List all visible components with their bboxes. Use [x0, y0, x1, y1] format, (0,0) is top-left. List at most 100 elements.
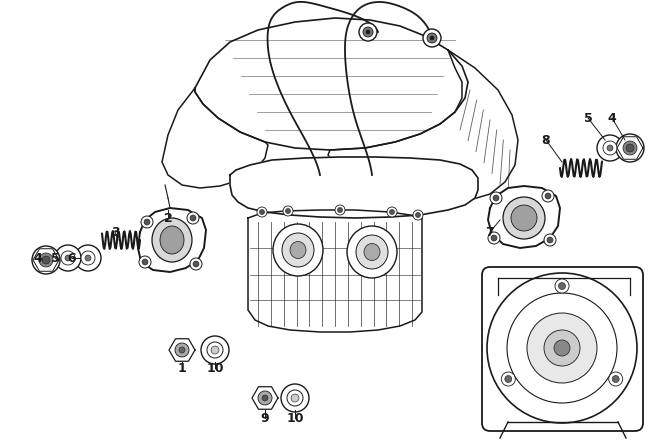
- Text: 4: 4: [34, 252, 42, 264]
- Circle shape: [85, 255, 91, 261]
- Circle shape: [337, 207, 343, 212]
- Polygon shape: [169, 339, 195, 361]
- Circle shape: [211, 346, 219, 354]
- Text: 5: 5: [51, 252, 59, 264]
- Text: 1: 1: [177, 362, 187, 375]
- Ellipse shape: [347, 226, 397, 278]
- Circle shape: [554, 340, 570, 356]
- Circle shape: [32, 246, 60, 274]
- Circle shape: [544, 234, 556, 246]
- Circle shape: [558, 282, 566, 289]
- Polygon shape: [195, 18, 468, 150]
- Circle shape: [201, 336, 229, 364]
- Text: 6: 6: [68, 252, 76, 264]
- Text: 9: 9: [261, 412, 269, 425]
- Ellipse shape: [273, 224, 323, 276]
- Circle shape: [207, 342, 223, 358]
- Text: 3: 3: [111, 226, 120, 239]
- Circle shape: [262, 395, 268, 401]
- Ellipse shape: [282, 233, 314, 267]
- Circle shape: [608, 372, 623, 386]
- Circle shape: [141, 216, 153, 228]
- FancyBboxPatch shape: [482, 267, 643, 431]
- Text: 7: 7: [486, 226, 495, 239]
- Ellipse shape: [356, 235, 388, 269]
- Circle shape: [285, 208, 291, 214]
- Polygon shape: [138, 208, 206, 272]
- Circle shape: [505, 376, 512, 383]
- Circle shape: [363, 27, 373, 37]
- Circle shape: [415, 212, 421, 218]
- Circle shape: [39, 253, 53, 267]
- Circle shape: [555, 279, 569, 293]
- Circle shape: [545, 193, 551, 199]
- Circle shape: [179, 347, 185, 353]
- Circle shape: [75, 245, 101, 271]
- Circle shape: [142, 259, 148, 265]
- Polygon shape: [162, 88, 268, 188]
- Circle shape: [501, 372, 515, 386]
- Circle shape: [65, 255, 71, 261]
- Circle shape: [487, 273, 637, 423]
- Circle shape: [257, 207, 267, 217]
- Circle shape: [427, 33, 437, 43]
- Circle shape: [193, 261, 199, 267]
- Circle shape: [612, 376, 619, 383]
- Text: 8: 8: [541, 133, 551, 146]
- Circle shape: [507, 293, 617, 403]
- Circle shape: [61, 251, 75, 265]
- Ellipse shape: [503, 197, 545, 239]
- Circle shape: [488, 232, 500, 244]
- Circle shape: [616, 134, 644, 162]
- Circle shape: [493, 195, 499, 201]
- Circle shape: [144, 219, 150, 225]
- Circle shape: [607, 145, 613, 151]
- Text: 2: 2: [164, 211, 172, 224]
- Circle shape: [55, 245, 81, 271]
- Circle shape: [491, 235, 497, 241]
- Ellipse shape: [160, 226, 184, 254]
- Circle shape: [175, 343, 189, 357]
- Polygon shape: [328, 50, 518, 202]
- Circle shape: [542, 190, 554, 202]
- Circle shape: [139, 256, 151, 268]
- Circle shape: [413, 210, 423, 220]
- Text: 5: 5: [584, 112, 592, 124]
- Circle shape: [626, 144, 634, 152]
- Circle shape: [389, 210, 395, 215]
- Circle shape: [603, 141, 617, 155]
- Circle shape: [287, 390, 303, 406]
- Circle shape: [366, 30, 370, 34]
- Circle shape: [359, 23, 377, 41]
- Polygon shape: [488, 186, 560, 248]
- Circle shape: [281, 384, 309, 412]
- Circle shape: [81, 251, 95, 265]
- Circle shape: [291, 394, 299, 402]
- Circle shape: [430, 36, 434, 40]
- Polygon shape: [248, 210, 422, 332]
- Circle shape: [623, 141, 637, 155]
- Circle shape: [387, 207, 397, 217]
- Ellipse shape: [290, 241, 306, 259]
- Circle shape: [190, 215, 196, 221]
- Polygon shape: [230, 157, 478, 218]
- Circle shape: [335, 205, 345, 215]
- Circle shape: [544, 330, 580, 366]
- Text: 10: 10: [206, 362, 224, 375]
- Polygon shape: [252, 387, 278, 409]
- Ellipse shape: [511, 205, 537, 231]
- Circle shape: [597, 135, 623, 161]
- Text: 4: 4: [608, 112, 616, 124]
- Circle shape: [190, 258, 202, 270]
- Circle shape: [187, 212, 199, 224]
- Ellipse shape: [364, 244, 380, 260]
- Ellipse shape: [152, 218, 192, 262]
- Circle shape: [42, 256, 50, 264]
- Circle shape: [258, 391, 272, 405]
- Text: 10: 10: [286, 412, 304, 425]
- Circle shape: [547, 237, 553, 243]
- Circle shape: [490, 192, 502, 204]
- Circle shape: [527, 313, 597, 383]
- Circle shape: [259, 210, 265, 215]
- Circle shape: [283, 206, 293, 216]
